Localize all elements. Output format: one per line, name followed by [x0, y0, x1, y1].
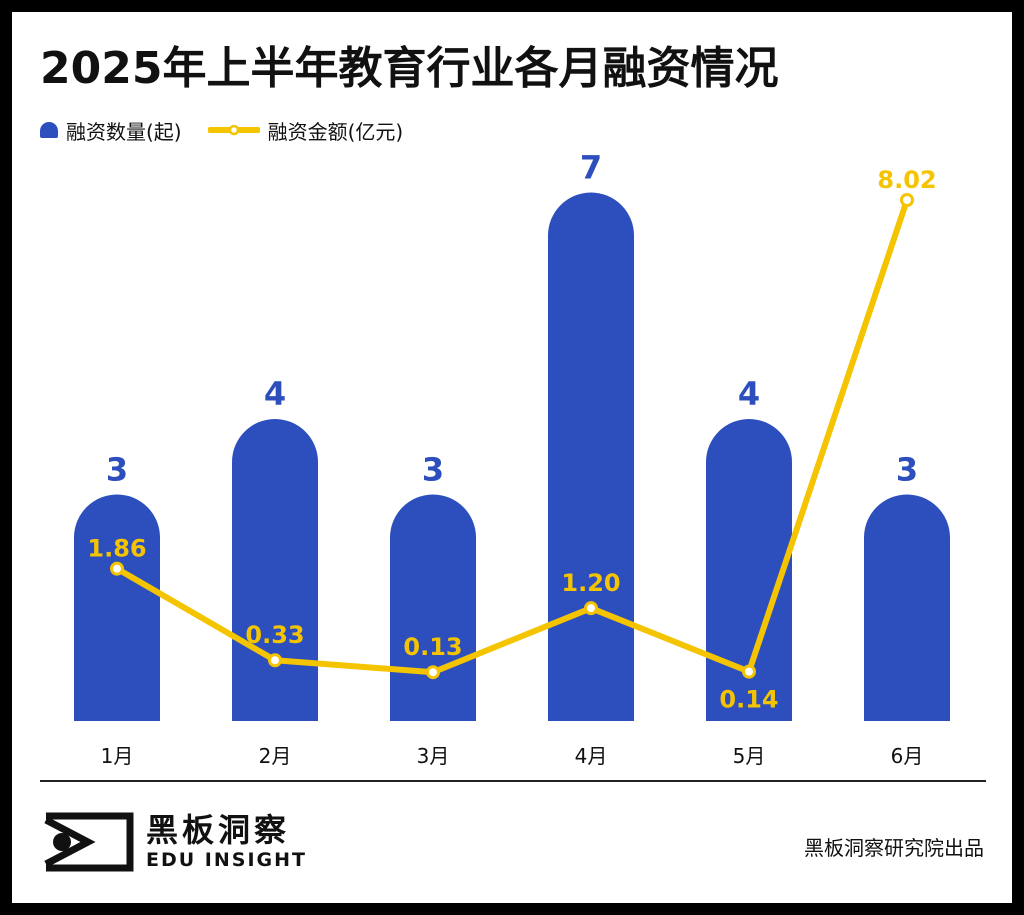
line-point-3 — [426, 665, 440, 680]
line-point-4 — [584, 601, 598, 616]
line-point-2 — [268, 653, 282, 668]
x-tick-label: 6月 — [891, 744, 924, 768]
amount-line — [114, 197, 910, 676]
x-tick-label: 5月 — [733, 744, 766, 768]
legend-label-line: 融资金额(亿元) — [267, 119, 404, 144]
line-value-label: 0.13 — [403, 633, 462, 661]
footer-divider — [40, 780, 986, 782]
line-point-1 — [110, 561, 124, 576]
bar-swatch-icon — [40, 122, 58, 138]
line-point-6 — [900, 193, 914, 207]
line-value-label: 0.33 — [245, 621, 304, 649]
line-swatch-icon — [207, 124, 260, 136]
x-tick-label: 4月 — [575, 744, 608, 768]
bar-value-label: 3 — [896, 451, 918, 489]
legend: 融资数量(起) 融资金额(亿元) — [40, 116, 429, 144]
brand-name-en: EDU INSIGHT — [146, 849, 307, 871]
bar-value-label: 4 — [264, 375, 286, 413]
source-credit: 黑板洞察研究院出品 — [804, 836, 984, 860]
bar-value-label: 4 — [738, 375, 760, 413]
x-tick-label: 3月 — [417, 744, 450, 768]
legend-item-line: 融资金额(亿元) — [207, 116, 404, 145]
x-tick-label: 2月 — [259, 744, 292, 768]
line-value-label: 8.02 — [877, 166, 936, 194]
line-point-5 — [742, 664, 756, 679]
line-value-label: 1.20 — [561, 569, 620, 597]
line-value-label: 1.86 — [87, 535, 146, 563]
bar-value-label: 7 — [580, 149, 602, 187]
bar-3 — [390, 494, 477, 721]
bar-6 — [864, 494, 950, 721]
bar-value-label: 3 — [422, 451, 444, 489]
bar-4 — [548, 192, 634, 721]
brand-name-cn: 黑板洞察 — [146, 811, 291, 849]
legend-item-bar: 融资数量(起) — [40, 116, 182, 145]
line-value-label: 0.14 — [719, 686, 778, 714]
bar-value-label: 3 — [106, 451, 128, 489]
combo-chart: 3 4 3 7 4 3 1.86 0.33 0.13 1.20 0.14 8.02 1月 2月 3月 4月 5月… — [74, 149, 950, 768]
bar-2 — [232, 419, 318, 721]
x-tick-label: 1月 — [101, 744, 134, 768]
eye-logo-icon — [44, 812, 134, 872]
bar-1 — [74, 494, 160, 721]
chart-card: 2025年上半年教育行业各月融资情况 融资数量(起) 融资金额(亿元) 3 4 3 7… — [12, 12, 1012, 903]
brand-logo: 黑板洞察 EDU INSIGHT — [42, 812, 307, 872]
chart-title: 2025年上半年教育行业各月融资情况 — [40, 43, 779, 94]
legend-label-bar: 融资数量(起) — [66, 119, 182, 144]
bar-5 — [706, 419, 792, 721]
